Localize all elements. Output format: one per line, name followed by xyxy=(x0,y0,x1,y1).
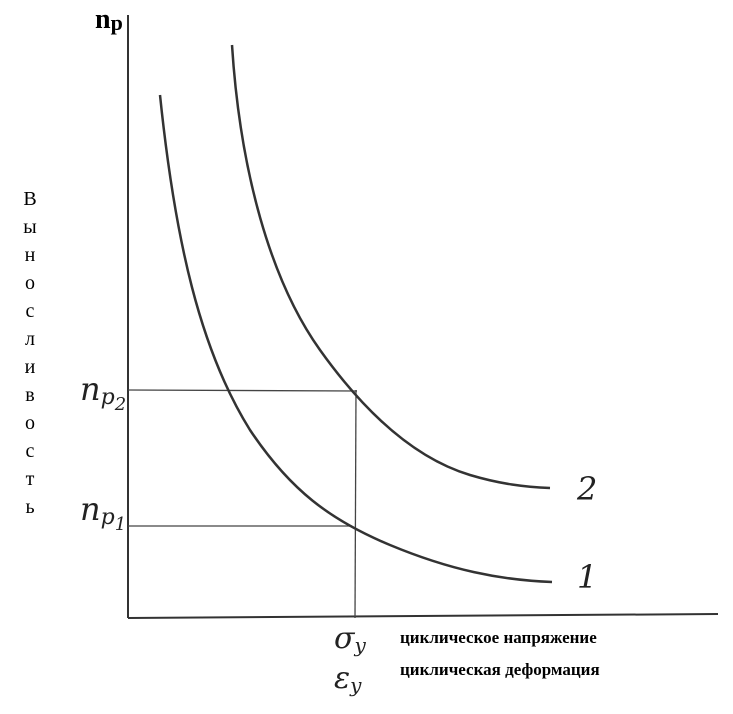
y-axis-symbol: np xyxy=(95,4,123,35)
x-label: циклическое напряжение xyxy=(400,628,597,647)
subscript: p xyxy=(111,10,123,35)
symbol: n xyxy=(95,4,111,35)
guide-line xyxy=(354,389,357,619)
guide-line xyxy=(127,389,358,392)
curve-2 xyxy=(230,44,551,490)
subscript: p xyxy=(101,505,115,530)
subscript: y xyxy=(353,633,366,657)
epsilon-label: εy xyxy=(334,661,362,697)
symbol: σ xyxy=(334,621,356,656)
y-axis-title: Выносливость xyxy=(19,188,41,524)
x-axis xyxy=(127,613,719,619)
symbol: n xyxy=(80,490,101,528)
np2-label: np2 xyxy=(80,370,126,415)
x-label: циклическая деформация xyxy=(400,660,600,679)
curve-label: 2 xyxy=(576,470,597,508)
sigma-label: σy xyxy=(334,621,366,657)
subscript: p xyxy=(101,385,115,410)
index: 2 xyxy=(114,394,126,415)
symbol: ε xyxy=(334,661,350,696)
axes xyxy=(127,15,719,619)
subscript: y xyxy=(349,673,362,697)
index: 1 xyxy=(115,514,126,535)
symbol: n xyxy=(80,370,101,408)
guides xyxy=(127,389,358,619)
curve-label: 1 xyxy=(577,558,597,596)
np1-label: np1 xyxy=(80,490,126,535)
curve-1 xyxy=(158,94,553,584)
